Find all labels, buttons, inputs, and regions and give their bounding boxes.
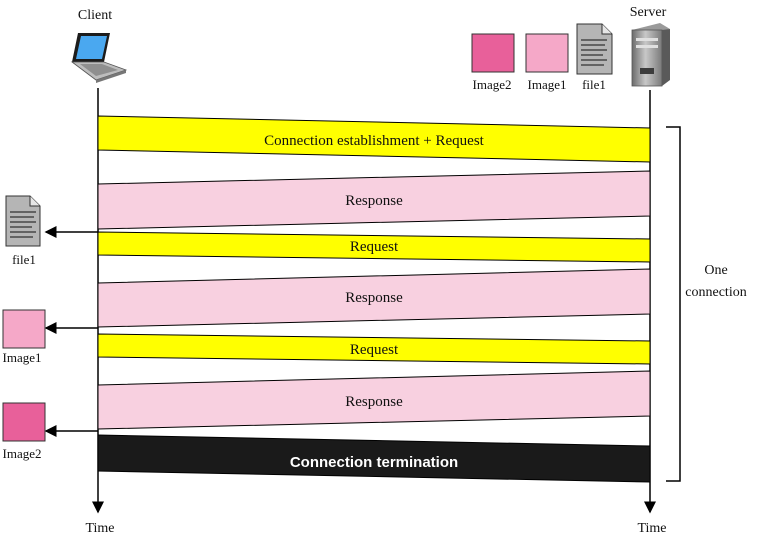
connection-bracket [666, 126, 681, 482]
server-time-label: Time [637, 521, 666, 536]
client-received-image2-label: Image2 [3, 446, 42, 461]
client-received-file1: file1 [5, 195, 41, 267]
message-label: Response [345, 290, 403, 306]
server-file-file1-label: file1 [582, 77, 606, 92]
connection-note-line2: connection [685, 285, 746, 300]
server-file-image2: Image2 [471, 33, 515, 92]
client-label: Client [78, 8, 112, 23]
connection-note-line1: One [704, 263, 727, 278]
client-received-image1-label: Image1 [3, 350, 42, 365]
server-file-image1: Image1 [525, 33, 569, 92]
client-received-file1-label: file1 [12, 252, 36, 267]
message-label: Request [350, 239, 399, 255]
server-icon [631, 23, 670, 87]
message-response-2: Response [97, 268, 651, 328]
laptop-icon [70, 33, 128, 83]
message-request-2: Request [97, 333, 651, 365]
message-label: Request [350, 342, 399, 358]
server-file-image2-label: Image2 [473, 77, 512, 92]
message-request-1: Request [97, 231, 651, 263]
document-icon [5, 195, 41, 247]
message-label: Response [345, 394, 403, 410]
server-file-file1: file1 [576, 23, 613, 92]
message-connection-termination: Connection termination [97, 434, 651, 483]
message-label: Connection establishment + Request [264, 133, 485, 149]
client-received-image2: Image2 [2, 402, 46, 461]
message-response-3: Response [97, 370, 651, 430]
server-label: Server [630, 5, 667, 20]
client-received-image1: Image1 [2, 309, 46, 365]
message-connection-establishment-request: Connection establishment + Request [97, 115, 651, 163]
message-response-1: Response [97, 170, 651, 230]
client-time-label: Time [85, 521, 114, 536]
message-label: Connection termination [290, 454, 458, 471]
message-label: Response [345, 193, 403, 209]
server-file-image1-label: Image1 [528, 77, 567, 92]
document-icon [576, 23, 613, 75]
